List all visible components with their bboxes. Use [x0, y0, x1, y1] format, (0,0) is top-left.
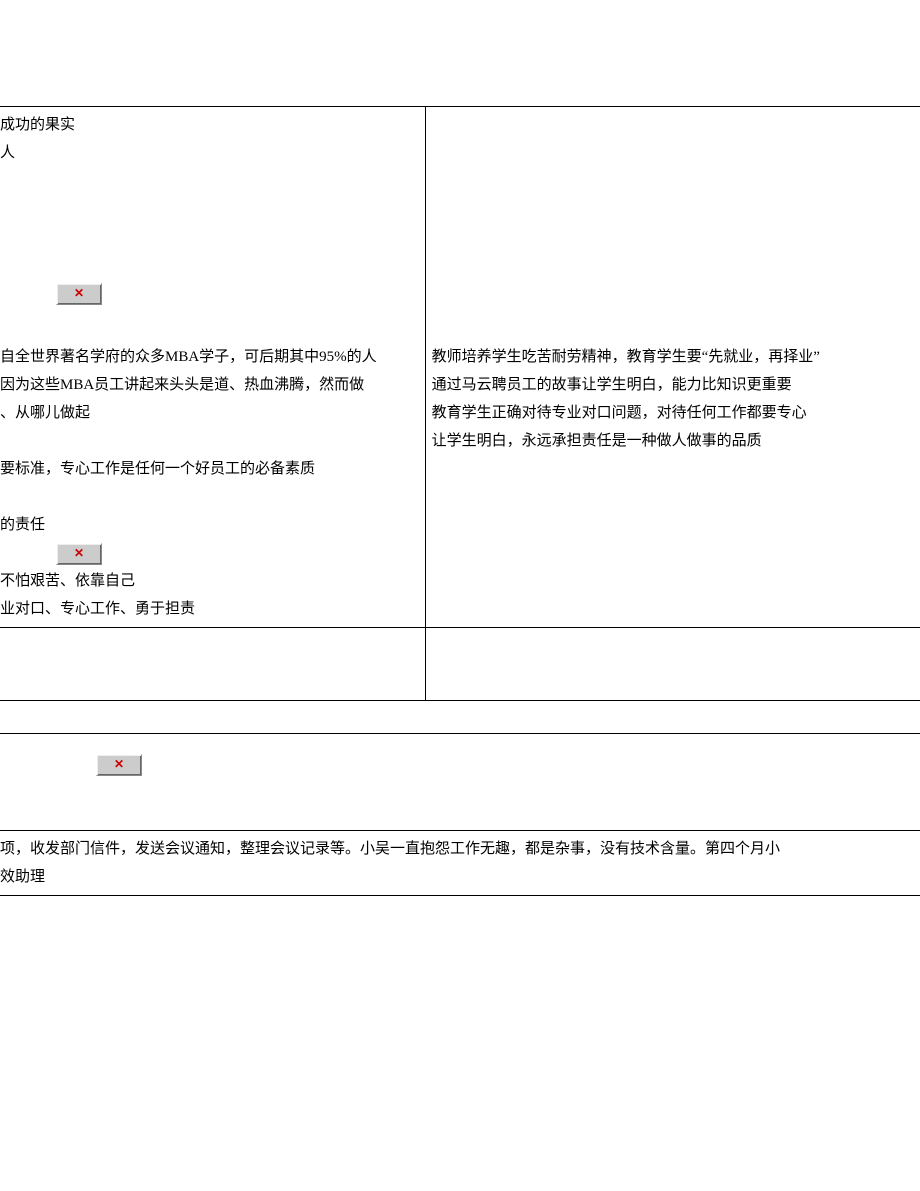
full-row-text: 项，收发部门信件，发送会议通知，整理会议记录等。小吴一直抱怨工作无趣，都是杂事，… — [0, 831, 920, 896]
text-block: 项，收发部门信件，发送会议通知，整理会议记录等。小吴一直抱怨工作无趣，都是杂事，… — [0, 831, 920, 895]
document-table: 成功的果实 人 自全世界著名学府的众多MBA学子，可后期其中95%的人 因为这些… — [0, 0, 920, 1076]
text-line: 的责任 — [0, 511, 425, 539]
gap — [0, 307, 425, 343]
right-content: 教师培养学生吃苦耐劳精神，教育学生要“先就业，再择业” 通过马云聘员工的故事让学… — [426, 107, 920, 459]
image-row — [0, 734, 920, 830]
text-line: 人 — [0, 139, 425, 167]
text-line: 让学生明白，永远承担责任是一种做人做事的品质 — [432, 427, 920, 455]
bottom-spacer — [0, 896, 920, 1077]
broken-image-icon — [56, 283, 102, 305]
gap — [0, 483, 425, 511]
text-line: 成功的果实 — [0, 111, 425, 139]
full-row-image — [0, 734, 920, 831]
left-content: 成功的果实 人 自全世界著名学府的众多MBA学子，可后期其中95%的人 因为这些… — [0, 107, 425, 627]
empty-cell — [425, 628, 920, 701]
text-line: 自全世界著名学府的众多MBA学子，可后期其中95%的人 — [0, 343, 425, 371]
gap — [0, 167, 425, 279]
image-row — [0, 539, 425, 567]
text-line: 通过马云聘员工的故事让学生明白，能力比知识更重要 — [432, 371, 920, 399]
broken-image-icon — [96, 754, 142, 776]
text-line: 业对口、专心工作、勇于担责 — [0, 595, 425, 623]
text-line: 教师培养学生吃苦耐劳精神，教育学生要“先就业，再择业” — [432, 343, 920, 371]
text-line: 因为这些MBA员工讲起来头头是道、热血沸腾，然而做 — [0, 371, 425, 399]
left-cell: 成功的果实 人 自全世界著名学府的众多MBA学子，可后期其中95%的人 因为这些… — [0, 107, 425, 628]
spacer-cell — [0, 0, 425, 107]
text-line: 效助理 — [0, 863, 920, 891]
right-cell: 教师培养学生吃苦耐劳精神，教育学生要“先就业，再择业” 通过马云聘员工的故事让学… — [425, 107, 920, 628]
full-row — [0, 701, 920, 734]
text-line: 要标准，专心工作是任何一个好员工的必备素质 — [0, 455, 425, 483]
gap — [0, 427, 425, 455]
text-line: 不怕艰苦、依靠自己 — [0, 567, 425, 595]
spacer-cell — [425, 0, 920, 107]
text-line: 、从哪儿做起 — [0, 399, 425, 427]
broken-image-icon — [56, 543, 102, 565]
empty-cell — [0, 628, 425, 701]
image-row — [0, 279, 425, 307]
text-line: 教育学生正确对待专业对口问题，对待任何工作都要专心 — [432, 399, 920, 427]
text-line: 项，收发部门信件，发送会议通知，整理会议记录等。小吴一直抱怨工作无趣，都是杂事，… — [0, 835, 920, 863]
